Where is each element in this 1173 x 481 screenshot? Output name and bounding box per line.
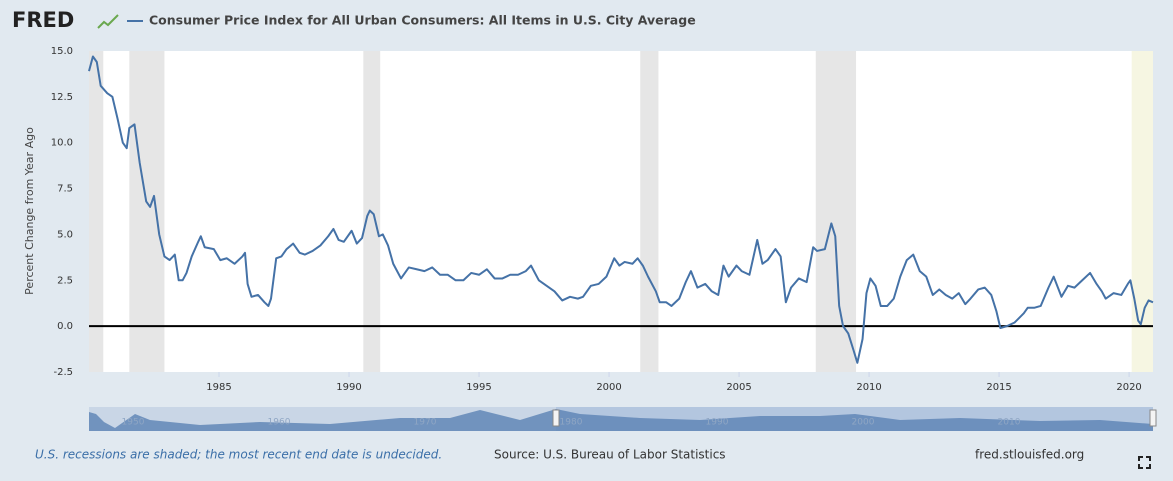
y-tick-label: 7.5 xyxy=(57,184,73,195)
x-tick-label: 2005 xyxy=(726,382,751,393)
y-tick-label: 12.5 xyxy=(51,92,73,103)
navigator-label: 2010 xyxy=(998,418,1021,428)
recession-shade xyxy=(815,51,857,372)
navigator-handle[interactable] xyxy=(1149,409,1157,427)
x-tick-label: 2010 xyxy=(856,382,881,393)
recession-shade xyxy=(89,51,104,372)
navigator-label: 1970 xyxy=(414,418,437,428)
navigator-label: 2000 xyxy=(852,418,875,428)
navigator-series xyxy=(89,409,1153,431)
plot-area xyxy=(89,51,1153,372)
logo-icon xyxy=(97,14,119,29)
navigator-label: 1990 xyxy=(706,418,729,428)
logo: FRED xyxy=(12,8,74,32)
x-tick-label: 2015 xyxy=(986,382,1011,393)
chart-title: Consumer Price Index for All Urban Consu… xyxy=(149,13,696,28)
recession-shade xyxy=(129,51,165,372)
y-tick-label: -2.5 xyxy=(53,367,73,378)
y-tick-label: 10.0 xyxy=(51,138,73,149)
navigator-handle[interactable] xyxy=(552,409,560,427)
navigator-label: 1980 xyxy=(560,418,583,428)
navigator-labels: 1950 1960 1970 1980 1990 2000 2010 xyxy=(122,418,1021,428)
x-tick-label: 1985 xyxy=(206,382,231,393)
navigator-label: 1950 xyxy=(122,418,145,428)
plot: -2.5 0.0 2.5 5.0 7.5 10.0 12.5 15.0 1985 1990 1995… xyxy=(51,46,1154,393)
source: Source: U.S. Bureau of Labor Statistics xyxy=(494,448,726,462)
y-axis-label: Percent Change from Year Ago xyxy=(23,127,36,295)
navigator-label: 1960 xyxy=(268,418,291,428)
y-tick-label: 5.0 xyxy=(57,229,73,240)
y-tick-label: 0.0 xyxy=(57,321,73,332)
y-tick-label: 15.0 xyxy=(51,46,73,57)
recession-shade xyxy=(640,51,659,372)
url[interactable]: fred.stlouisfed.org xyxy=(975,448,1084,462)
series-line xyxy=(88,55,1154,364)
x-tick-label: 2020 xyxy=(1116,382,1141,393)
recession-shade xyxy=(1131,51,1153,372)
x-tick-label: 2000 xyxy=(596,382,621,393)
x-tick-label: 1995 xyxy=(466,382,491,393)
fullscreen-icon[interactable] xyxy=(1138,456,1151,469)
y-tick-label: 2.5 xyxy=(57,275,73,286)
note: U.S. recessions are shaded; the most rec… xyxy=(35,448,442,462)
x-tick-label: 1990 xyxy=(336,382,361,393)
